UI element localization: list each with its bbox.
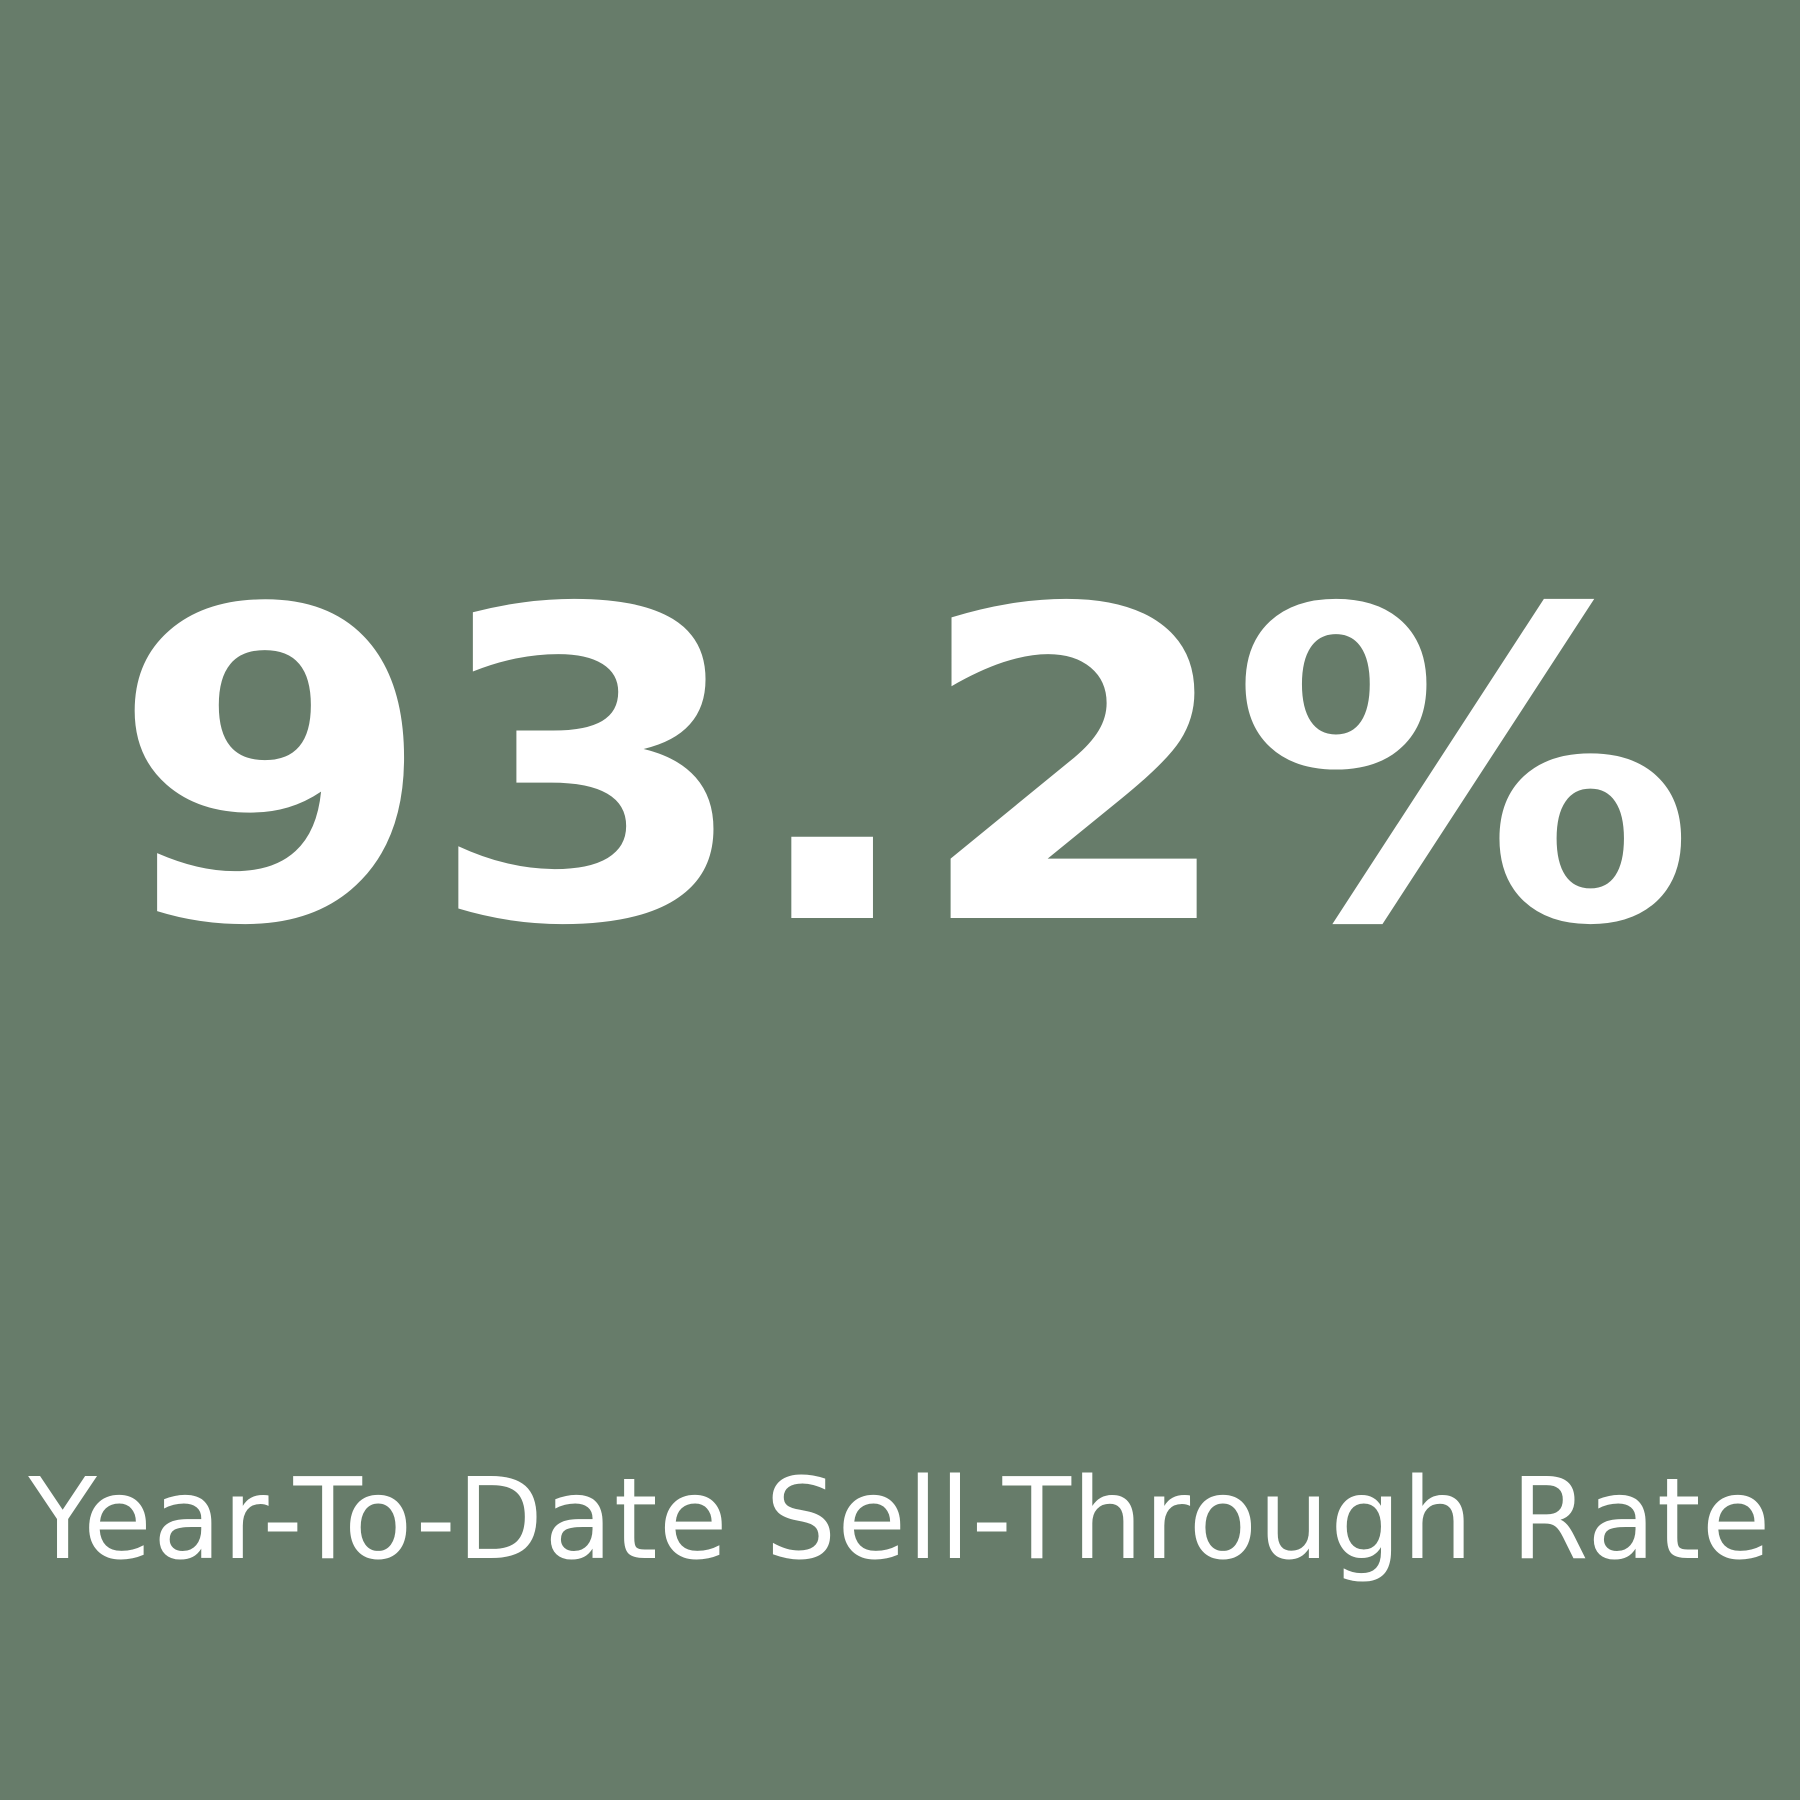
stat-value: 93.2% bbox=[110, 520, 1696, 1020]
stat-caption: Year-To-Date Sell-Through Rate bbox=[28, 1455, 1772, 1585]
